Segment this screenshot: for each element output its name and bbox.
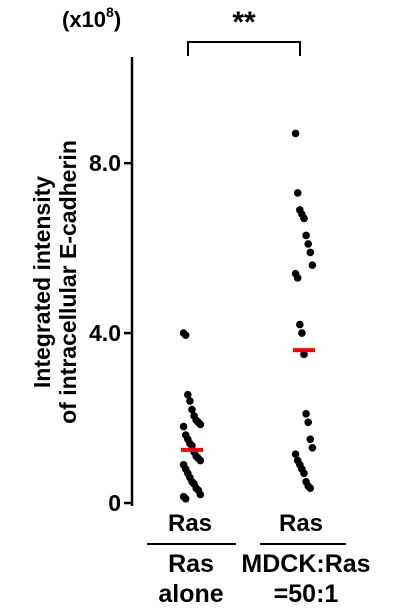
group-label-1-line2: alone	[158, 580, 223, 608]
group-label-2-line1: MDCK:Ras	[241, 550, 370, 578]
data-point	[179, 422, 188, 431]
scale-label: (x108)	[62, 4, 121, 32]
data-point	[196, 490, 205, 499]
group-label-1-line1: Ras	[168, 550, 214, 578]
y-tick-label: 0	[108, 490, 121, 516]
mean-markers	[181, 348, 315, 452]
significance-label: **	[232, 6, 256, 39]
data-point	[304, 240, 313, 248]
data-point	[308, 261, 317, 269]
y-axis-label-line1: Integrated intensity	[29, 176, 55, 388]
data-point	[196, 456, 205, 465]
group-label-2-line2: =50:1	[274, 580, 339, 608]
y-axis-ticks: 0 4.0 8.0	[89, 150, 132, 516]
data-point	[184, 390, 192, 399]
data-point	[306, 484, 315, 492]
data-point	[181, 331, 190, 340]
y-tick-label: 8.0	[89, 150, 121, 176]
data-point	[296, 320, 304, 329]
data-point	[181, 494, 190, 503]
data-point	[306, 248, 315, 257]
data-point	[188, 441, 196, 450]
data-point	[304, 418, 313, 427]
category-label-2: Ras	[279, 510, 323, 537]
significance-bracket	[187, 41, 301, 56]
data-point	[300, 469, 308, 478]
data-point	[186, 397, 194, 405]
data-points	[179, 129, 317, 503]
data-point	[291, 450, 300, 458]
data-point	[188, 405, 196, 414]
data-point	[302, 410, 310, 418]
category-label-1: Ras	[168, 510, 212, 537]
y-axis-label-line2: of intracellular E-cadherin	[55, 140, 81, 424]
data-point	[291, 129, 300, 138]
data-point	[300, 350, 308, 359]
data-point	[306, 435, 315, 444]
data-point	[293, 189, 302, 197]
data-point	[300, 214, 308, 223]
data-point	[196, 420, 205, 429]
data-point	[293, 274, 302, 282]
data-point	[302, 231, 310, 240]
y-tick-label: 4.0	[89, 320, 121, 346]
data-point	[298, 329, 306, 337]
data-point	[308, 443, 317, 452]
